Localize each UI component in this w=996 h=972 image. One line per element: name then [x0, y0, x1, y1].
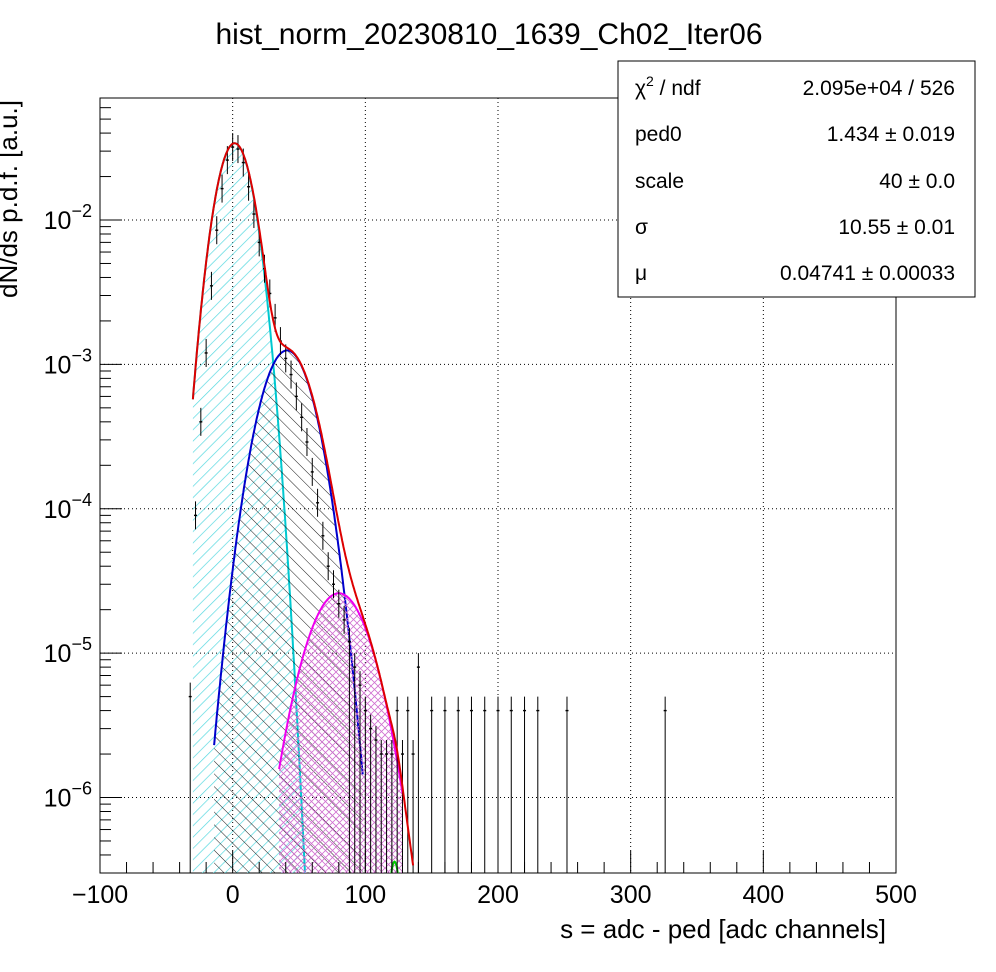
- stats-row-label: ped0: [635, 123, 682, 146]
- x-tick-label: 300: [610, 881, 652, 909]
- histogram-data-points: [188, 133, 667, 873]
- x-tick-label: −100: [72, 881, 128, 909]
- stats-box-frame: [617, 60, 976, 298]
- total-fit-curve: [191, 142, 415, 866]
- chart-title: hist_norm_20230810_1639_Ch02_Iter06: [215, 18, 762, 51]
- stats-row-value: 10.55 ± 0.01: [838, 216, 955, 239]
- y-tick-label: 10−5: [44, 634, 92, 668]
- x-tick-label: 400: [742, 881, 784, 909]
- x-tick-label: 0: [226, 881, 240, 909]
- stats-row-value: 1.434 ± 0.019: [827, 123, 955, 146]
- y-tick-label: 10−2: [44, 201, 92, 235]
- component-4-curve: [390, 860, 399, 873]
- total-fit: [191, 142, 415, 866]
- x-tick-label: 200: [477, 881, 519, 909]
- stats-row-value: 0.04741 ± 0.00033: [780, 262, 955, 285]
- stats-row-value: 2.095e+04 / 526: [803, 77, 955, 100]
- x-tick-label: 500: [875, 881, 917, 909]
- fit-components: [191, 142, 404, 873]
- fit-stats-box: χ2 / ndf 2.095e+04 / 526 ped0 1.434 ± 0.019…: [617, 60, 976, 298]
- stats-row-value: 40 ± 0.0: [879, 170, 955, 193]
- stats-row-label: μ: [635, 262, 647, 285]
- axes: −100 0 100 200 300 400 500 10−6 10−5 10−4 10−3 10−2: [44, 107, 917, 909]
- stats-row-label: scale: [635, 170, 684, 193]
- x-axis-label: s = adc - ped [adc channels]: [560, 914, 886, 944]
- component-2-curve: [213, 349, 364, 775]
- y-tick-label: 10−3: [44, 345, 92, 379]
- y-tick-label: 10−6: [44, 779, 92, 813]
- component-3-fill: [279, 593, 403, 873]
- y-axis-label: dN/ds p.d.f. [a.u.]: [0, 100, 23, 298]
- x-tick-label: 100: [344, 881, 386, 909]
- stats-row-label: σ: [635, 216, 648, 239]
- y-tick-label: 10−4: [44, 490, 92, 524]
- stats-row-label: χ2 / ndf: [635, 73, 701, 100]
